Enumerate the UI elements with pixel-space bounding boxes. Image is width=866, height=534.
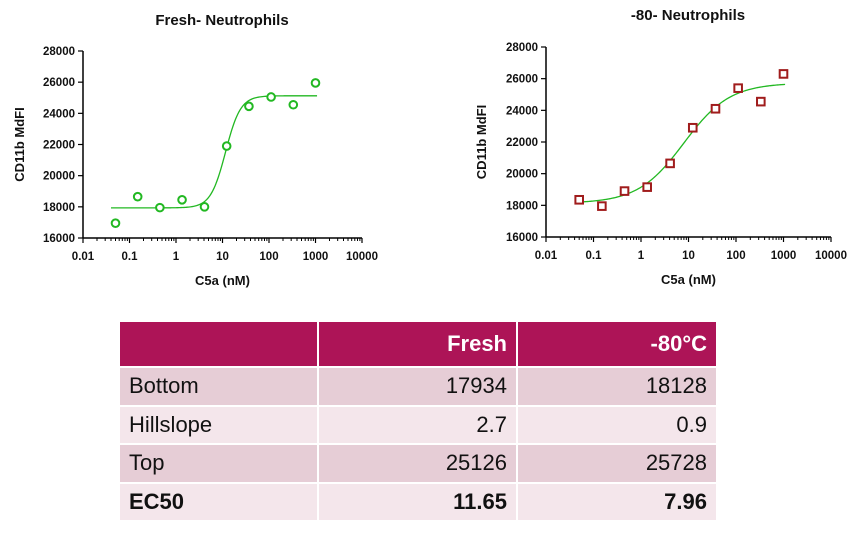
table-row-bottom: Bottom 17934 18128	[120, 368, 716, 407]
frozen-value: 0.9	[518, 406, 716, 445]
y-tick-label: 20000	[43, 171, 75, 183]
fit-curve	[111, 95, 318, 209]
x-tick-label: 10	[216, 251, 229, 263]
y-tick-label: 18000	[506, 200, 538, 212]
row-label: Top	[120, 445, 319, 484]
chart-title: Fresh- Neutrophils	[155, 12, 288, 29]
chart-1: Fresh- Neutrophils 16000 18000 20000 22000 24…	[12, 12, 378, 288]
data-point	[756, 96, 766, 107]
row-label: Hillslope	[120, 406, 319, 445]
header-blank	[120, 322, 319, 368]
chart-title: -80- Neutrophils	[631, 7, 745, 24]
data-point	[110, 218, 121, 228]
x-tick-label: 0.1	[586, 250, 603, 262]
data-point	[199, 202, 210, 212]
x-tick-label: 1	[638, 250, 645, 262]
x-tick-label: 1	[173, 251, 180, 263]
frozen-value: 18128	[518, 368, 716, 407]
x-tick-label: 10000	[815, 250, 847, 262]
y-axis-label: CD11b MdFI	[474, 105, 489, 179]
y-tick-label: 16000	[506, 232, 538, 244]
data-point	[665, 158, 675, 169]
table-row-top: Top 25126 25728	[120, 445, 716, 484]
data-point	[155, 202, 165, 213]
data-point	[244, 101, 254, 112]
fit-parameters-table: Fresh -80°C Bottom 17934 18128 Hillslope…	[120, 322, 716, 522]
data-point	[177, 195, 187, 205]
data-point	[619, 186, 630, 196]
y-axis-label: CD11b MdFI	[12, 107, 27, 181]
x-tick-label: 100	[259, 251, 278, 263]
y-tick-label: 24000	[506, 105, 538, 117]
table-header-row: Fresh -80°C	[120, 322, 716, 368]
x-tick-label: 1000	[303, 251, 329, 263]
data-point	[778, 69, 789, 79]
y-tick-label: 24000	[43, 108, 75, 120]
y-tick-label: 22000	[506, 137, 538, 149]
table-row-hillslope: Hillslope 2.7 0.9	[120, 406, 716, 445]
chart-2: -80- Neutrophils 16000 18000 20000 22000 2400…	[474, 7, 847, 287]
x-axis-label: C5a (nM)	[195, 273, 250, 288]
data-point	[266, 92, 276, 102]
x-axis-label: C5a (nM)	[661, 272, 716, 287]
y-tick-label: 18000	[43, 202, 75, 214]
charts-area: Fresh- Neutrophils 16000 18000 20000 22000 24…	[12, 7, 847, 288]
row-label: Bottom	[120, 368, 319, 407]
y-tick-label: 28000	[506, 42, 538, 54]
x-tick-label: 100	[726, 250, 745, 262]
data-point	[733, 83, 743, 93]
fresh-value: 11.65	[319, 483, 518, 522]
y-tick-label: 26000	[43, 77, 75, 89]
data-point	[288, 99, 299, 110]
table-row-ec50: EC50 11.65 7.96	[120, 483, 716, 522]
x-tick-label: 10	[682, 250, 695, 262]
y-tick-label: 26000	[506, 74, 538, 86]
y-tick-label: 28000	[43, 46, 75, 58]
x-tick-label: 0.01	[535, 250, 558, 262]
row-label: EC50	[120, 483, 319, 522]
x-tick-label: 10000	[346, 251, 378, 263]
data-point	[710, 103, 721, 114]
data-point	[642, 182, 652, 192]
data-point	[597, 201, 607, 211]
data-point	[310, 78, 321, 88]
data-point	[687, 122, 698, 133]
frozen-value: 25728	[518, 445, 716, 484]
y-tick-label: 20000	[506, 169, 538, 181]
frozen-value: 7.96	[518, 483, 716, 522]
fresh-value: 2.7	[319, 406, 518, 445]
x-tick-label: 0.1	[122, 251, 139, 263]
y-tick-label: 16000	[43, 233, 75, 245]
data-point	[132, 191, 143, 202]
x-tick-label: 1000	[771, 250, 797, 262]
x-tick-label: 0.01	[72, 251, 95, 263]
data-point	[221, 141, 232, 151]
data-point	[574, 194, 585, 205]
header-frozen: -80°C	[518, 322, 716, 368]
header-fresh: Fresh	[319, 322, 518, 368]
fresh-value: 17934	[319, 368, 518, 407]
fresh-value: 25126	[319, 445, 518, 484]
fit-curve	[574, 83, 786, 203]
y-tick-label: 22000	[43, 140, 75, 152]
